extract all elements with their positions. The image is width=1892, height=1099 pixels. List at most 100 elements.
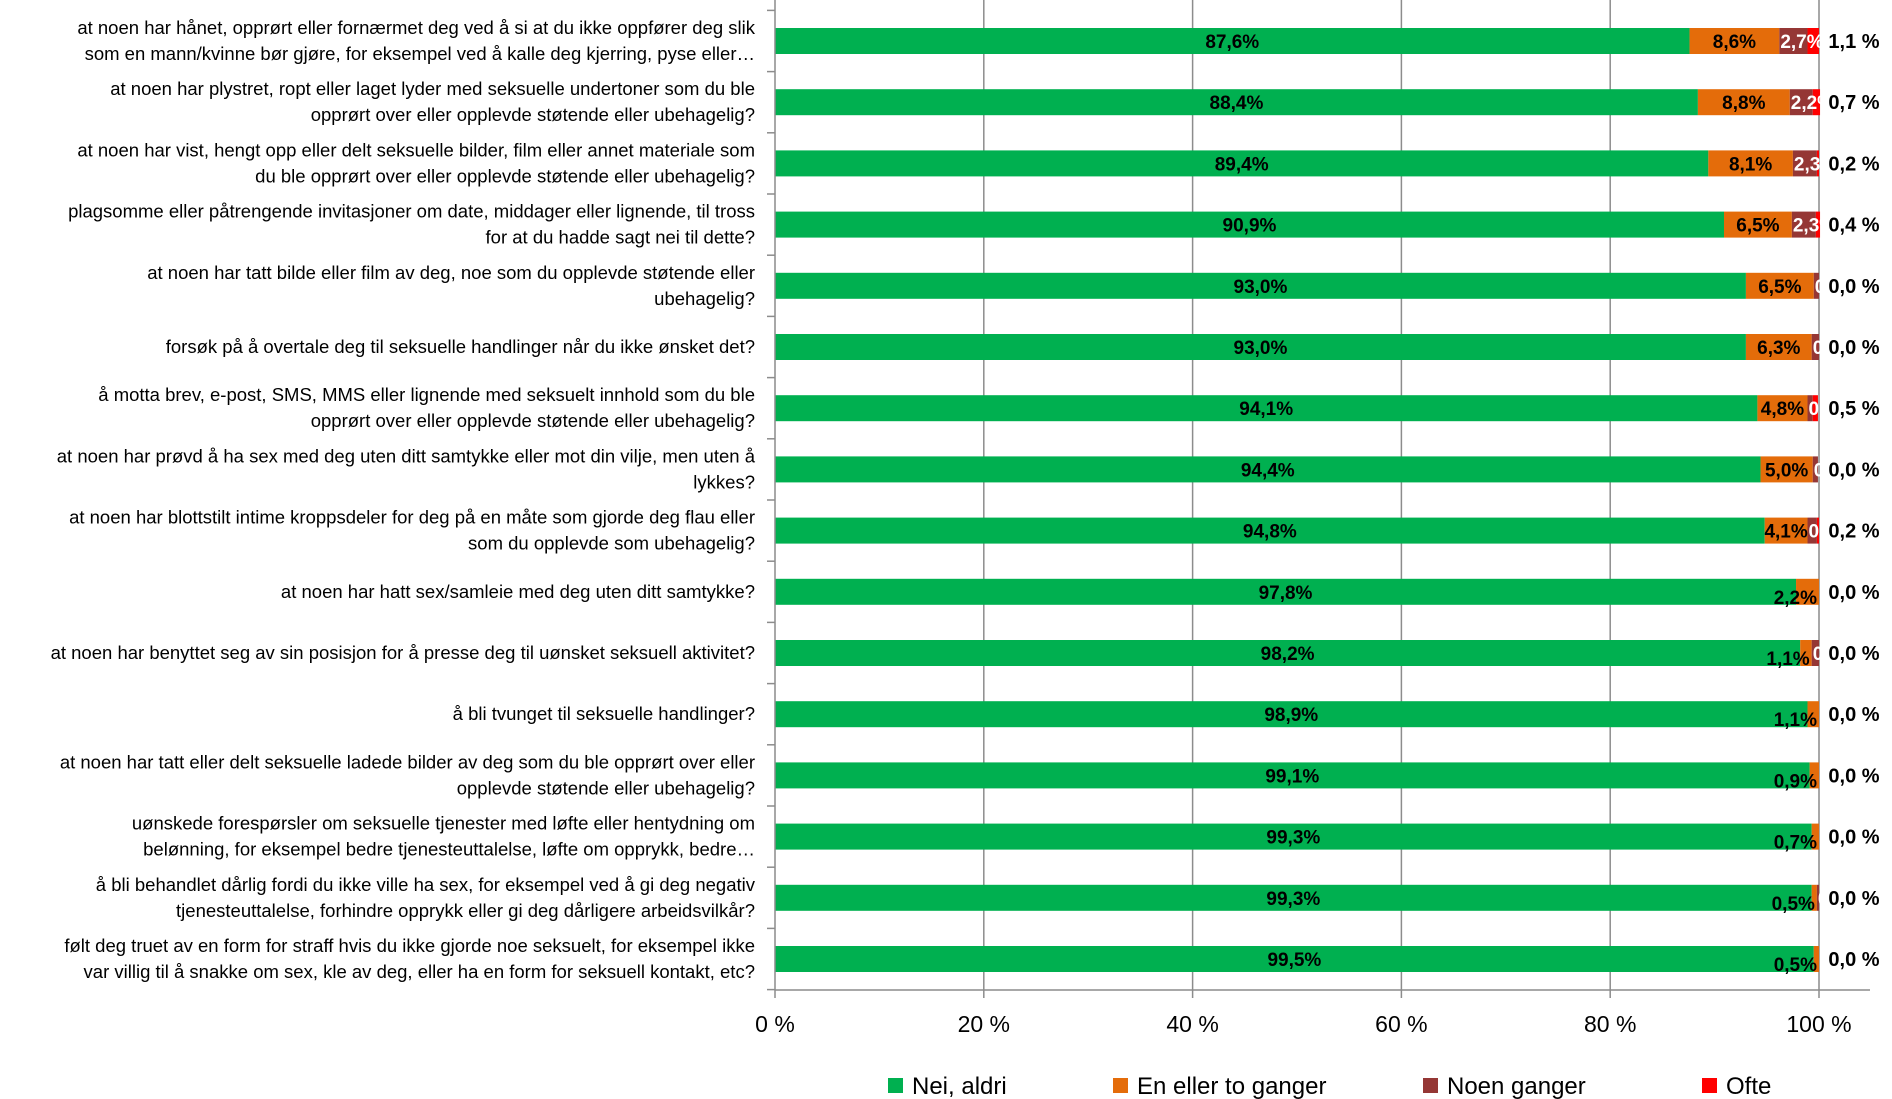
- category-label: å bli tvunget til seksuelle handlinger?: [453, 703, 755, 724]
- bar-segment: [1811, 884, 1817, 911]
- x-tick-label: 40 %: [1166, 1011, 1218, 1037]
- data-label: 99,3%: [1266, 828, 1320, 849]
- category-label: at noen har blottstilt intime kroppsdele…: [69, 507, 755, 528]
- legend-label: Noen ganger: [1447, 1073, 1586, 1099]
- category-label: ubehagelig?: [654, 288, 755, 309]
- data-label: 5,0%: [1765, 460, 1808, 481]
- data-label: 0,0 %: [1828, 276, 1879, 298]
- data-label: 1,1%: [1766, 649, 1809, 670]
- data-label: 2,3%: [1794, 154, 1837, 175]
- category-label: lykkes?: [693, 471, 755, 492]
- data-label: 0,5%: [1774, 955, 1817, 976]
- data-label: 0,7: [1813, 644, 1839, 665]
- category-label: å bli behandlet dårlig fordi du ikke vil…: [96, 874, 756, 895]
- data-label: 93,0%: [1234, 277, 1288, 298]
- category-label: opplevde støtende eller ubehagelig?: [457, 777, 755, 798]
- legend-label: En eller to ganger: [1137, 1073, 1326, 1099]
- data-label: 0,4 %: [1828, 215, 1879, 237]
- axes: 0 % 20 % 40 % 60 % 80 % 100 %: [755, 0, 1870, 1037]
- bar-segment: [1816, 884, 1819, 911]
- bar-segment: [1723, 211, 1792, 238]
- bar-segment: [775, 211, 1724, 238]
- data-label: 2,7%: [1780, 32, 1823, 53]
- legend-swatch: [1702, 1078, 1717, 1093]
- data-label: 0,0: [1820, 705, 1846, 726]
- bar-segment: [775, 640, 1801, 666]
- data-label: 0,0 %: [1828, 643, 1879, 665]
- data-label: 97,8%: [1259, 583, 1313, 604]
- x-tick-label: 0 %: [755, 1011, 795, 1037]
- data-label: 90,9%: [1223, 216, 1277, 237]
- bar-segment: [1796, 578, 1819, 605]
- data-label: 8,1%: [1729, 154, 1772, 175]
- data-label: 0,5: [1815, 277, 1842, 298]
- bar-segment: [775, 89, 1698, 116]
- data-label: 0,5: [1809, 399, 1836, 420]
- bar-segment: [1757, 395, 1808, 422]
- bar-segment: [775, 946, 1814, 972]
- bar-segment: [1812, 395, 1818, 422]
- bar-segment: [1812, 89, 1821, 116]
- data-label: 93,0%: [1234, 338, 1288, 359]
- category-label: at noen har vist, hengt opp eller delt s…: [77, 139, 755, 160]
- bar-segment: [775, 701, 1808, 728]
- x-tick-label: 80 %: [1584, 1011, 1636, 1037]
- bar-segment: [775, 272, 1746, 299]
- bar-segment: [1791, 211, 1816, 238]
- data-label: 88,4%: [1210, 93, 1264, 114]
- data-labels: 87,6% 8,6% 2,7% 1,1 %88,4% 8,8% 2,2%0,7 %89,4…: [1205, 31, 1879, 976]
- bar-segment: [775, 150, 1709, 177]
- data-label: 0,0: [1820, 950, 1846, 971]
- bar-segment: [775, 334, 1746, 360]
- data-label: 87,6%: [1205, 32, 1259, 53]
- data-label: 0,0 %: [1828, 765, 1879, 787]
- data-label: 6,3%: [1757, 338, 1800, 359]
- data-label: 0,0 %: [1828, 459, 1879, 481]
- data-label: 6,5%: [1758, 277, 1801, 298]
- data-label: 0,2 %: [1828, 153, 1879, 175]
- bar-segment: [775, 884, 1812, 911]
- category-label: opprørt over eller opplevde støtende ell…: [311, 104, 755, 125]
- data-label: 2,2%: [1791, 93, 1834, 114]
- legend: Nei, aldri En eller to ganger Noen ganger O…: [888, 1073, 1771, 1099]
- data-label: 0,5: [1814, 460, 1841, 481]
- data-label: 0,7%: [1774, 833, 1817, 854]
- category-label: plagsomme eller påtrengende invitasjoner…: [68, 201, 755, 222]
- data-label: 0,7: [1813, 338, 1839, 359]
- data-label: 0,0 %: [1828, 949, 1879, 971]
- bars: [775, 28, 1821, 972]
- category-label: som en mann/kvinne bør gjøre, for eksemp…: [85, 43, 755, 64]
- category-label: for at du hadde sagt nei til dette?: [486, 227, 755, 248]
- data-label: 4,1%: [1764, 522, 1807, 543]
- category-labels: at noen har hånet, opprørt eller fornærm…: [51, 17, 756, 982]
- category-label: tjenesteuttalelse, forhindre opprykk ell…: [176, 900, 755, 921]
- data-label: 0,2: [1818, 889, 1844, 910]
- bar-segment: [1807, 28, 1819, 54]
- data-label: 0,2 %: [1828, 521, 1879, 543]
- legend-label: Ofte: [1726, 1073, 1771, 1099]
- legend-swatch: [1423, 1078, 1438, 1093]
- bar-segment: [1813, 946, 1819, 972]
- category-label: at noen har hånet, opprørt eller fornærm…: [77, 17, 755, 38]
- data-label: 0,9%: [1774, 771, 1817, 792]
- data-label: 1,1 %: [1828, 31, 1879, 53]
- data-label: 8,6%: [1713, 32, 1756, 53]
- data-label: 0,5%: [1772, 894, 1815, 915]
- bar-segment: [1816, 517, 1819, 544]
- category-label: belønning, for eksempel bedre tjenesteut…: [143, 839, 755, 860]
- data-label: 8,8%: [1722, 93, 1765, 114]
- data-label: 0,0 %: [1828, 337, 1879, 359]
- bar-segment: [1811, 334, 1819, 360]
- data-label: 0,0: [1820, 583, 1846, 604]
- data-label: 94,8%: [1243, 522, 1297, 543]
- bar-segment: [1800, 640, 1812, 666]
- bar-segment: [1764, 517, 1808, 544]
- data-label: 99,1%: [1265, 766, 1319, 787]
- bar-segment: [1812, 456, 1818, 483]
- category-label: at noen har hatt sex/samleie med deg ute…: [281, 581, 755, 602]
- data-label: 0,5 %: [1828, 398, 1879, 420]
- bar-segment: [775, 395, 1758, 422]
- bar-segment: [1815, 211, 1821, 238]
- data-label: 0,0: [1820, 766, 1846, 787]
